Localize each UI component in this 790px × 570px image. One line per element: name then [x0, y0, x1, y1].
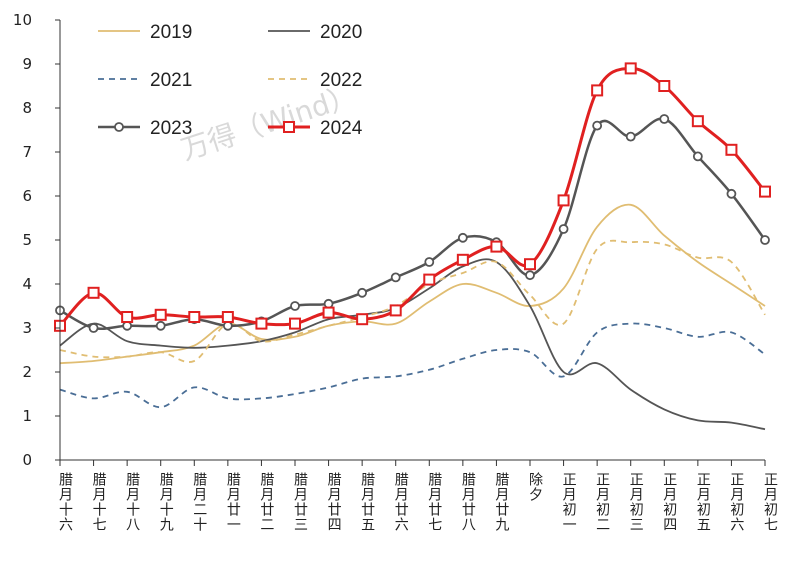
series-line-2019	[59, 203, 766, 365]
x-tick-label: 腊月十六	[57, 472, 73, 532]
legend-item-2020: 2020	[268, 22, 362, 43]
point-2024-8	[322, 306, 335, 319]
point-2024-7	[289, 317, 301, 330]
x-tick-label: 腊月二十	[191, 472, 207, 532]
x-tick-label: 腊月十八	[124, 472, 140, 532]
point-2024-6	[255, 317, 268, 330]
series-layer	[54, 62, 771, 431]
y-tick-label: 3	[22, 319, 32, 337]
legend-label-2021: 2021	[150, 70, 192, 91]
legend-marker-2024	[283, 121, 295, 133]
point-2024-19	[691, 115, 704, 128]
point-2024-16	[591, 84, 604, 97]
point-2024-11	[423, 273, 436, 286]
series-line-2020	[59, 258, 766, 431]
point-2024-13	[490, 240, 503, 253]
legend-label-2019: 2019	[150, 22, 192, 43]
x-tick-label: 腊月十七	[91, 472, 107, 532]
series-2021	[59, 322, 766, 409]
x-tick-label: 腊月廿六	[393, 472, 409, 532]
legend: 2019 2020 2021 2022 2023 2024	[98, 22, 363, 139]
y-tick-label: 4	[22, 275, 32, 293]
x-tick-label: 腊月廿九	[493, 472, 509, 532]
x-tick-label: 正月初六	[728, 472, 744, 532]
point-2023-20	[726, 188, 737, 199]
x-tick-label: 正月初三	[628, 472, 644, 532]
y-tick-label: 10	[13, 11, 32, 29]
point-2024-2	[121, 311, 134, 323]
series-2019	[59, 203, 766, 365]
series-line-2022	[59, 239, 766, 363]
x-tick-label: 腊月廿八	[460, 472, 476, 532]
legend-label-2022: 2022	[320, 70, 362, 91]
x-tick-label: 腊月廿一	[225, 472, 241, 532]
point-2023-1	[88, 323, 99, 333]
point-2023-8	[323, 298, 334, 309]
series-line-2021	[59, 322, 766, 409]
x-tick-label: 正月初二	[594, 472, 610, 532]
x-tick-label: 腊月廿四	[326, 472, 342, 532]
point-2023-14	[525, 270, 535, 281]
legend-item-2022: 2022	[268, 70, 362, 91]
y-tick-label: 8	[22, 99, 32, 117]
series-2022	[59, 239, 766, 363]
x-tick-label: 腊月廿五	[359, 472, 375, 532]
x-tick-label: 腊月十九	[158, 472, 174, 532]
axes: 0 1 2 3 4 5 6 7 8 9 10 腊月十六 腊月十七 腊月十八 腊月十九 腊月二十 腊月廿一 腊月廿二…	[13, 11, 778, 532]
point-2024-17	[624, 62, 637, 75]
point-2024-3	[154, 308, 167, 321]
y-tick-label: 1	[22, 407, 32, 425]
point-2023-10	[390, 272, 401, 283]
point-2024-12	[456, 253, 469, 266]
legend-item-2019: 2019	[98, 22, 192, 43]
point-2023-18	[659, 114, 670, 124]
point-2024-21	[759, 185, 771, 198]
point-2024-20	[725, 143, 738, 156]
x-tick-label: 除夕	[527, 472, 543, 502]
x-tick-label: 正月初七	[762, 472, 778, 532]
legend-item-2021: 2021	[98, 70, 192, 91]
point-2023-12	[457, 232, 468, 243]
x-tick-label: 正月初四	[661, 472, 677, 532]
x-tick-label: 正月初五	[695, 472, 711, 532]
series-line-2023	[59, 117, 767, 331]
point-2024-14	[524, 258, 536, 271]
y-tick-label: 2	[22, 363, 32, 381]
series-2024	[54, 62, 771, 332]
point-2024-5	[221, 311, 234, 323]
point-2023-21	[760, 235, 770, 245]
point-2024-10	[389, 304, 402, 317]
point-2024-18	[658, 80, 671, 92]
point-2023-19	[692, 151, 703, 162]
x-tick-label: 正月初一	[561, 472, 577, 532]
legend-label-2023: 2023	[150, 118, 192, 139]
point-2024-1	[87, 286, 100, 299]
point-2023-11	[424, 257, 435, 267]
y-tick-label: 6	[22, 187, 32, 205]
legend-label-2020: 2020	[320, 22, 362, 43]
y-tick-label: 7	[22, 143, 32, 161]
legend-marker-2023	[114, 122, 124, 132]
y-tick-label: 9	[22, 55, 32, 73]
point-2023-17	[625, 131, 636, 142]
x-tick-label: 腊月廿三	[292, 472, 308, 532]
point-2023-7	[290, 301, 300, 311]
y-tick-label: 5	[22, 231, 32, 249]
point-2023-9	[357, 287, 368, 298]
point-2024-4	[188, 311, 201, 323]
x-tick-label: 腊月廿七	[426, 472, 442, 532]
series-line-2024	[58, 66, 767, 327]
y-tick-label: 0	[22, 451, 32, 469]
point-2023-15	[558, 224, 569, 234]
point-2023-3	[155, 320, 166, 331]
point-2024-15	[557, 194, 570, 207]
legend-item-2024: 2024	[268, 118, 363, 139]
x-tick-label: 腊月廿二	[258, 472, 274, 532]
legend-item-2023: 2023	[98, 118, 192, 139]
point-2024-9	[356, 313, 369, 326]
point-2023-16	[592, 120, 603, 131]
legend-label-2024: 2024	[320, 118, 363, 139]
series-2020	[59, 258, 766, 431]
